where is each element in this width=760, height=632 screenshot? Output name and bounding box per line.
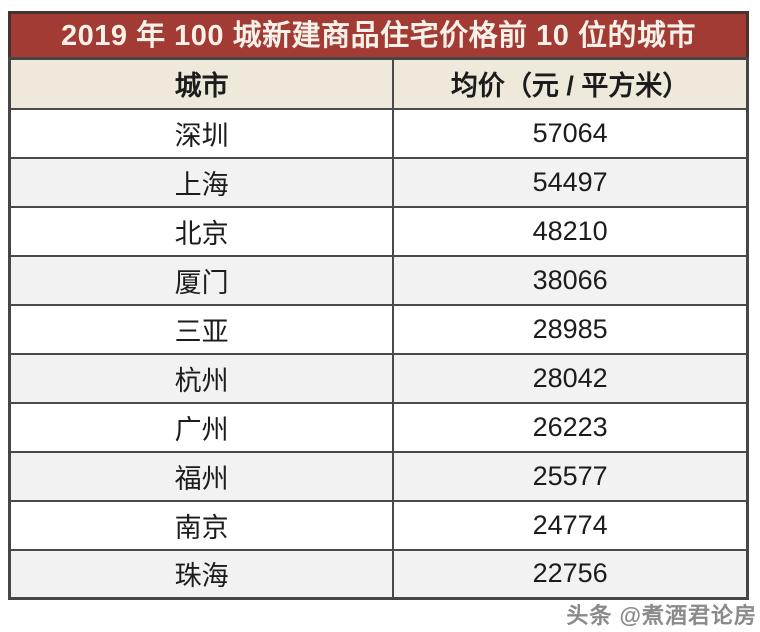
column-header-city: 城市 [8, 57, 395, 110]
toutiao-watermark: 头条 @煮酒君论房 [566, 603, 757, 628]
header-row: 城市 均价（元 / 平方米） [8, 57, 749, 110]
price-cell: 28985 [392, 303, 749, 355]
city-cell: 上海 [8, 156, 395, 208]
price-cell: 48210 [392, 205, 749, 257]
price-cell: 28042 [392, 352, 749, 404]
table-row: 杭州 28042 [8, 352, 749, 404]
price-cell: 22756 [392, 548, 749, 600]
table-row: 上海 54497 [8, 156, 749, 208]
table-row: 珠海 22756 [8, 548, 749, 600]
price-cell: 24774 [392, 499, 749, 551]
table-title: 2019 年 100 城新建商品住宅价格前 10 位的城市 [8, 11, 749, 60]
price-cell: 25577 [392, 450, 749, 502]
city-cell: 福州 [8, 450, 395, 502]
city-cell: 广州 [8, 401, 395, 453]
table-row: 南京 24774 [8, 499, 749, 551]
city-cell: 南京 [8, 499, 395, 551]
city-cell: 珠海 [8, 548, 395, 600]
city-cell: 北京 [8, 205, 395, 257]
table-row: 福州 25577 [8, 450, 749, 502]
city-cell: 深圳 [8, 107, 395, 159]
city-cell: 厦门 [8, 254, 395, 306]
city-cell: 三亚 [8, 303, 395, 355]
table-row: 深圳 57064 [8, 107, 749, 159]
table-row: 北京 48210 [8, 205, 749, 257]
price-cell: 26223 [392, 401, 749, 453]
table-row: 三亚 28985 [8, 303, 749, 355]
price-cell: 57064 [392, 107, 749, 159]
column-header-price: 均价（元 / 平方米） [392, 57, 749, 110]
table-row: 厦门 38066 [8, 254, 749, 306]
table-row: 广州 26223 [8, 401, 749, 453]
price-cell: 54497 [392, 156, 749, 208]
price-table: 城市 均价（元 / 平方米） 深圳 57064 上海 54497 北京 4821… [8, 57, 749, 600]
price-cell: 38066 [392, 254, 749, 306]
city-cell: 杭州 [8, 352, 395, 404]
price-table-panel: 2019 年 100 城新建商品住宅价格前 10 位的城市 城市 均价（元 / … [8, 11, 749, 600]
